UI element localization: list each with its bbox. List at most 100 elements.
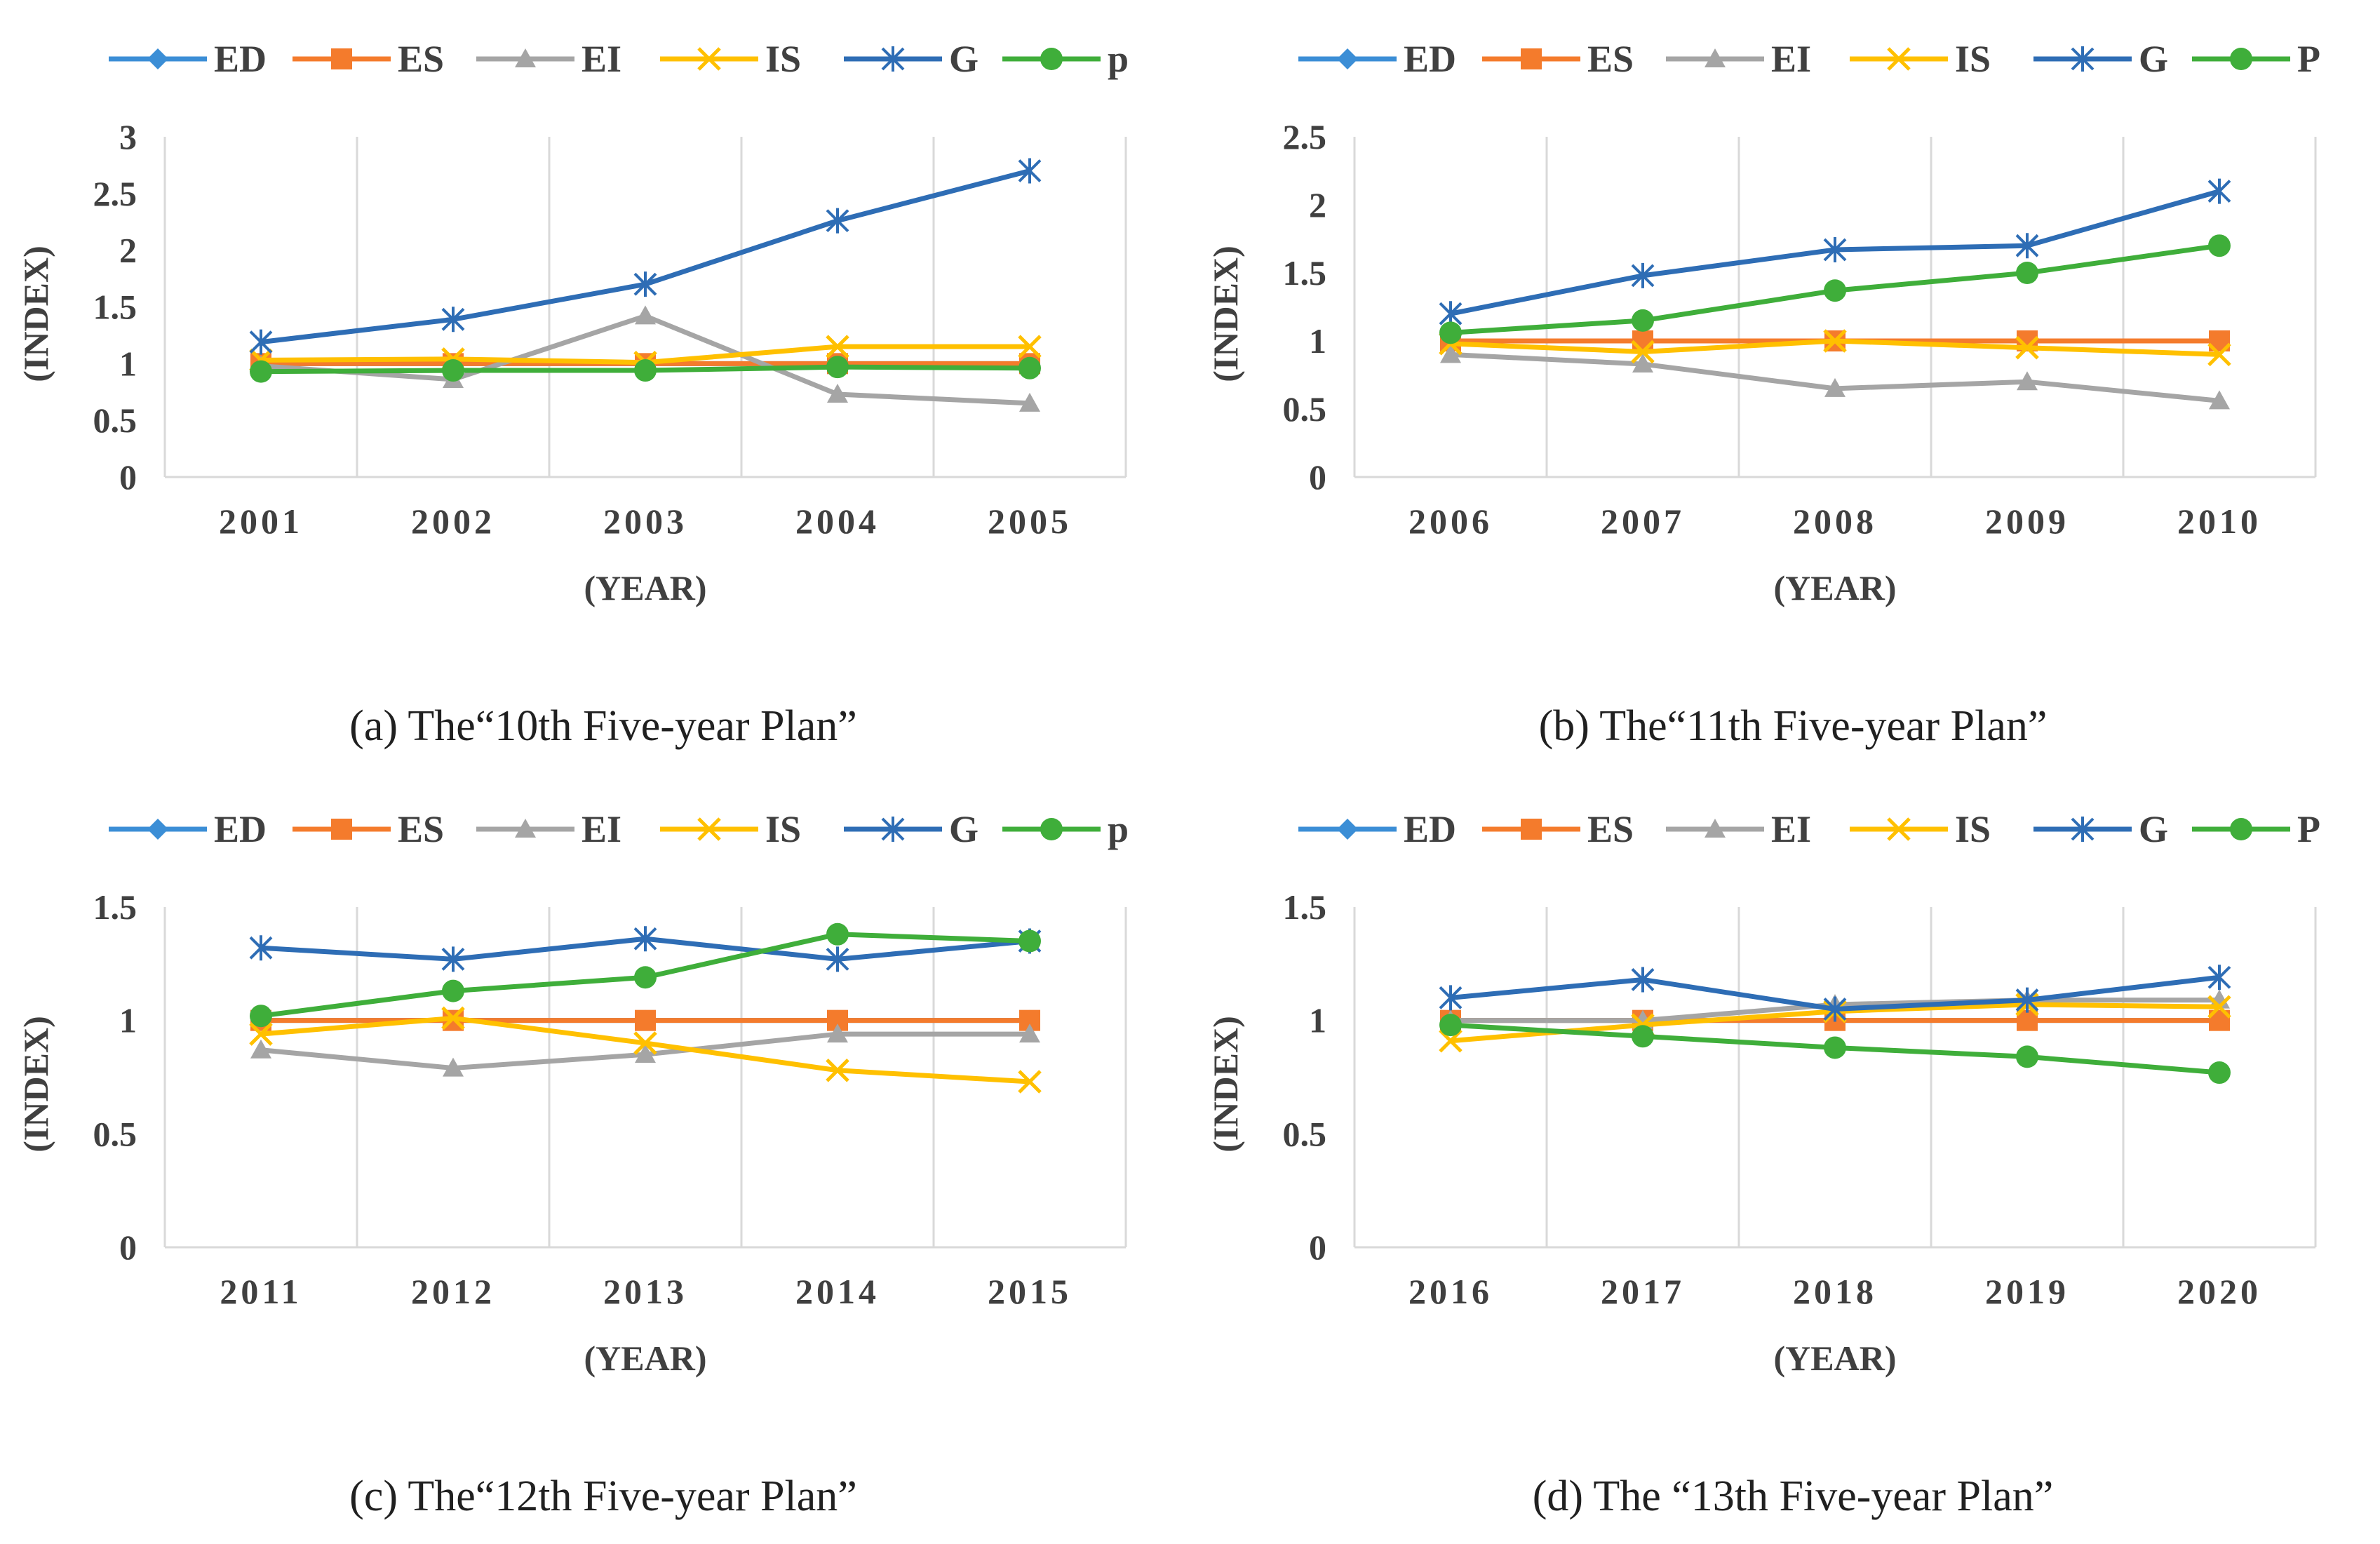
legend-marker-p [1040,818,1063,840]
chart-panel-b: ED ES EI IS G P 0 0.5 1 1.5 2 2.5 2006 2007 2008 2009 20… [1190,0,2379,770]
legend-label-es: ES [398,808,444,850]
legend-marker-es [331,819,352,840]
y-axis-title: (INDEX) [16,1016,55,1152]
data-point-ei [443,1057,464,1077]
legend-marker-es [1521,819,1542,840]
legend-item-p: P [2192,38,2320,80]
data-point-g [1631,967,1655,993]
legend-item-g: G [2033,808,2168,850]
y-tick-label: 0 [1309,1228,1326,1267]
data-point-is [2207,995,2231,1019]
legend-marker-is [1887,47,1911,71]
data-point-ei [2209,390,2230,410]
legend-item-is: IS [660,808,801,850]
y-tick-label: 0.5 [93,401,137,440]
data-point-g [2207,178,2231,204]
y-tick-label: 2 [1309,185,1326,224]
y-tick-label: 2 [119,231,137,270]
data-point-p [2016,1045,2038,1068]
data-point-es [635,1009,656,1031]
x-tick-label: 2003 [603,502,687,541]
legend-label-is: IS [1955,38,1991,80]
y-axis-title: (INDEX) [1206,1016,1245,1152]
series-g [249,926,1042,972]
legend-marker-is [1887,817,1911,841]
legend-item-ed: ED [109,38,267,80]
x-tick-label: 2013 [603,1272,687,1311]
legend-item-es: ES [293,38,444,80]
chart-panel-d: ED ES EI IS G P 0 0.5 1 1.5 2016 2017 2018 2019 2020 (Y… [1190,770,2379,1540]
data-point-g [2015,233,2039,259]
y-tick-label: 1.5 [93,887,137,927]
data-point-g [441,946,465,972]
y-tick-label: 0 [119,457,137,497]
data-point-is [1823,329,1847,353]
legend-item-ed: ED [1298,38,1456,80]
legend-item-es: ES [293,808,444,850]
data-point-g [249,329,273,355]
legend-label-ed: ED [214,38,267,80]
y-tick-label: 1.5 [93,288,137,327]
legend-item-p: p [1002,808,1129,850]
y-tick-label: 0.5 [1283,1114,1327,1153]
data-point-g [1823,996,1847,1022]
x-axis-title: (YEAR) [584,568,707,607]
data-point-is [1018,335,1042,358]
data-point-ei [1019,1023,1040,1043]
legend-label-is: IS [1955,808,1991,850]
legend-item-g: G [844,38,979,80]
legend-marker-ed [147,48,168,69]
legend-marker-es [331,48,352,69]
legend-label-es: ES [398,38,444,80]
data-point-p [1018,929,1041,953]
data-point-is [826,335,849,358]
figure-caption: (c) The“12th Five-year Plan” [349,1472,857,1520]
series-p [250,356,1041,383]
legend-item-ei: EI [1666,38,1811,80]
series-g [249,158,1042,355]
legend-label-ei: EI [1771,38,1811,80]
data-point-is [2207,342,2231,367]
data-point-g [1631,262,1655,288]
data-point-p [1439,321,1462,344]
y-tick-label: 1 [119,1001,137,1040]
legend-marker-g [881,817,905,842]
legend-label-ed: ED [1404,808,1456,850]
x-tick-label: 2006 [1408,502,1493,541]
data-point-p [634,966,657,989]
data-point-ei [2017,371,2038,391]
legend-marker-g [2071,817,2095,842]
data-point-p [1824,1036,1846,1059]
legend-label-ei: EI [581,808,621,850]
data-point-p [1439,1014,1462,1037]
legend-item-is: IS [1850,808,1991,850]
data-point-is [1018,1070,1042,1094]
legend-marker-ei [1705,48,1726,67]
data-point-g [2015,987,2039,1013]
data-point-p [1018,356,1041,380]
legend-item-ei: EI [476,808,621,850]
data-point-ei [635,305,656,325]
legend-label-p: P [2297,38,2320,80]
data-point-is [441,1006,465,1031]
series-es [250,1009,1040,1031]
x-tick-label: 2014 [795,1272,880,1311]
legend-item-ei: EI [476,38,621,80]
data-point-p [1632,309,1654,332]
y-tick-label: 0.5 [93,1114,137,1153]
series-g [1439,965,2231,1022]
legend-marker-p [1040,48,1063,70]
data-point-p [1632,1025,1654,1048]
figure-caption: (a) The“10th Five-year Plan” [349,702,857,750]
y-tick-label: 3 [119,117,137,156]
legend-item-g: G [2033,38,2168,80]
legend-item-p: p [1002,38,1129,80]
legend-label-is: IS [765,808,801,850]
legend-item-es: ES [1482,808,1634,850]
legend-label-p: p [1108,808,1129,850]
legend-label-p: p [1108,38,1129,80]
data-point-is [1631,340,1655,364]
